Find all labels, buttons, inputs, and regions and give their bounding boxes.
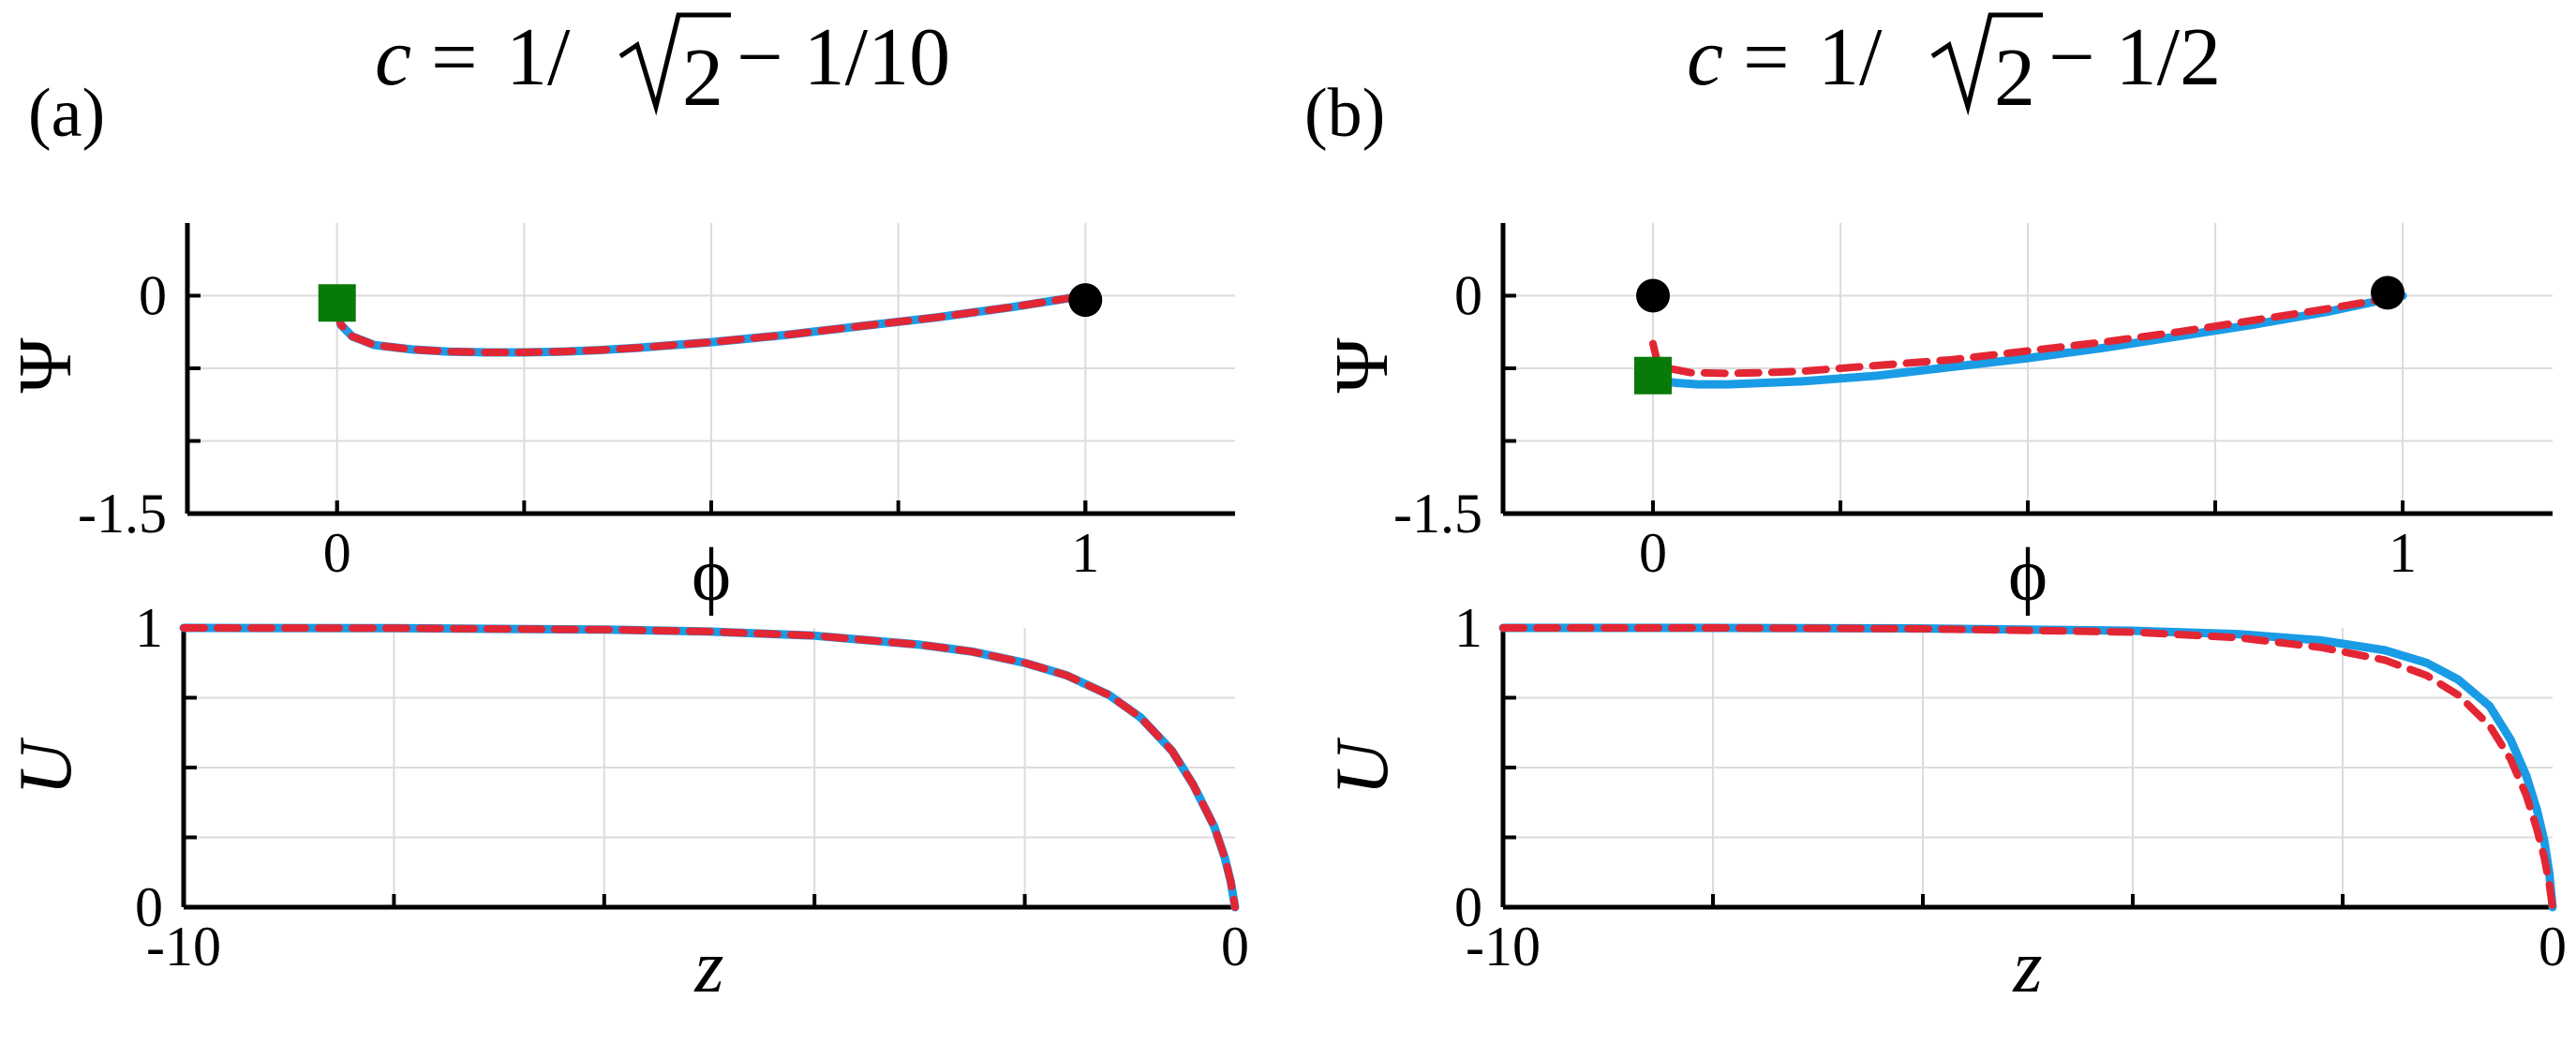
panel-label-a: (a) [28, 75, 105, 152]
x-tick-label: 0 [1639, 522, 1667, 584]
y-tick-label: 1 [135, 597, 163, 659]
series-line-dashed [1649, 291, 2406, 378]
y-tick-label: 0 [135, 876, 163, 938]
title-a-sqrt-sign [618, 12, 731, 116]
x-tick-label: -10 [146, 916, 221, 977]
fixed-point-marker [1636, 278, 1670, 313]
fixed-point-marker [2371, 276, 2405, 310]
series-line-dashed [180, 624, 1239, 911]
x-tick-label: 0 [2539, 916, 2567, 977]
y-tick-label: 1 [1454, 597, 1482, 659]
title-a-lhs: c [375, 12, 411, 103]
series-line-solid [1648, 291, 2407, 389]
y-tick-label: -1.5 [78, 483, 167, 544]
panel-label-b: (b) [1304, 75, 1385, 152]
x-tick-label: 0 [323, 522, 351, 584]
y-tick-label: 0 [1454, 876, 1482, 938]
subplot-1-0: 0 1 0 -1.5 ϕ Ψ [1321, 223, 2553, 617]
y-tick-label: 0 [1454, 265, 1482, 327]
panel-title-b: c = 1/ − 1/2 2 [1687, 12, 2221, 124]
x-tick-label: 0 [1221, 916, 1249, 977]
title-a-rad: 2 [682, 33, 723, 124]
title-b-rest: − 1/2 [2048, 12, 2221, 103]
y-axis-label: U [5, 737, 87, 796]
x-tick-label: 1 [2389, 522, 2417, 584]
x-axis-label: ϕ [692, 534, 731, 617]
y-axis-label: U [1321, 737, 1404, 796]
start-marker-square [318, 284, 356, 322]
fixed-point-marker [1068, 283, 1103, 318]
series-line-dashed [333, 291, 1090, 356]
y-axis-label: Ψ [1321, 337, 1404, 393]
subplot-0-0: 0 1 0 -1.5 ϕ Ψ [5, 223, 1235, 617]
series-line-dashed [1499, 624, 2556, 911]
x-tick-label: 1 [1071, 522, 1099, 584]
panel-title-a: c = 1/ − 1/10 2 [375, 12, 950, 124]
svg-text:c = 1/ − 1/1: c = 1/ − 1/10 [375, 12, 950, 103]
x-tick-label: -10 [1466, 916, 1541, 977]
title-b-num: 1/ [1818, 12, 1883, 103]
title-a-rest: − 1/10 [737, 12, 950, 103]
svg-text:c = 1/ − 1/2: c = 1/ − 1/2 [1687, 12, 2221, 103]
title-b-lhs: c [1687, 12, 1723, 103]
title-a-eq: = [431, 12, 478, 103]
title-a-num: 1/ [506, 12, 571, 103]
y-tick-label: -1.5 [1393, 483, 1482, 544]
title-b-eq: = [1743, 12, 1790, 103]
title-b-sqrt-sign [1930, 12, 2043, 116]
x-axis-label: ϕ [2008, 534, 2047, 617]
x-axis-label: z [2012, 926, 2042, 1008]
title-b-rad: 2 [1994, 33, 2035, 124]
y-axis-label: Ψ [5, 337, 87, 393]
y-tick-label: 0 [139, 265, 167, 327]
x-axis-label: z [693, 926, 723, 1008]
start-marker-square [1634, 356, 1672, 395]
